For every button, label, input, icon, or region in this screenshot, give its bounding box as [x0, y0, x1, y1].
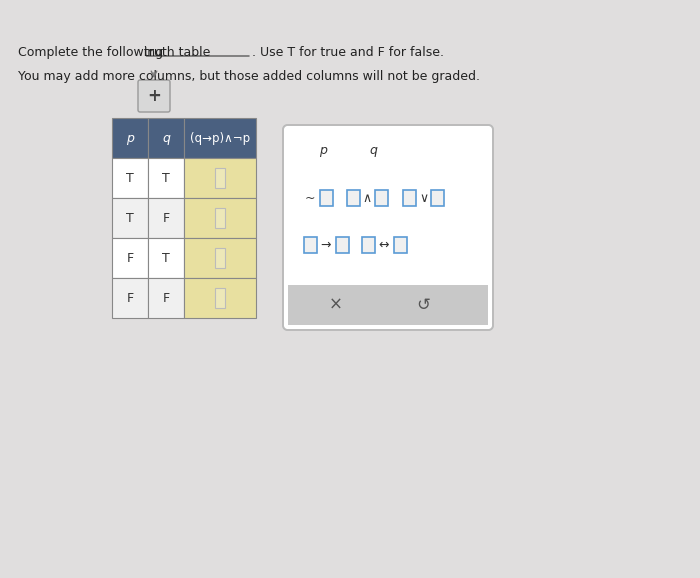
Bar [215, 248, 225, 268]
Text: F: F [127, 291, 134, 305]
Text: Complete the following: Complete the following [18, 46, 167, 59]
Bar [148, 158, 184, 198]
Text: T: T [126, 172, 134, 184]
Text: p: p [319, 143, 327, 157]
Text: ~: ~ [304, 191, 315, 205]
Bar [148, 238, 184, 278]
Bar [215, 208, 225, 228]
Text: ∨: ∨ [419, 191, 428, 205]
Bar [112, 278, 148, 318]
Text: ×: × [329, 296, 343, 314]
Text: F: F [162, 291, 169, 305]
Text: +: + [147, 87, 161, 105]
Bar [215, 288, 225, 308]
Bar [184, 278, 256, 318]
Bar [319, 190, 332, 206]
Text: q: q [369, 143, 377, 157]
Bar [112, 158, 148, 198]
Bar [215, 168, 225, 188]
Bar [112, 198, 148, 238]
Text: ∧: ∧ [363, 191, 372, 205]
Text: ↔: ↔ [379, 239, 389, 251]
Text: (q→p)∧¬p: (q→p)∧¬p [190, 132, 250, 144]
Bar [288, 285, 488, 325]
Text: ↺: ↺ [416, 296, 430, 314]
Bar [335, 237, 349, 253]
Bar [374, 190, 388, 206]
Bar [148, 198, 184, 238]
Bar [346, 190, 360, 206]
Text: . Use T for true and F for false.: . Use T for true and F for false. [252, 46, 444, 59]
Text: →: → [321, 239, 331, 251]
FancyBboxPatch shape [138, 80, 170, 112]
Text: T: T [162, 172, 170, 184]
Bar [393, 237, 407, 253]
Text: truth table: truth table [144, 46, 210, 59]
Text: p: p [126, 132, 134, 144]
Bar [304, 237, 316, 253]
Text: q: q [162, 132, 170, 144]
Bar [361, 237, 374, 253]
Bar [148, 278, 184, 318]
Bar [184, 238, 256, 278]
Text: You may add more columns, but those added columns will not be graded.: You may add more columns, but those adde… [18, 70, 480, 83]
Bar [403, 190, 416, 206]
Bar [112, 238, 148, 278]
Bar [112, 118, 148, 158]
FancyBboxPatch shape [283, 125, 493, 330]
Bar [184, 198, 256, 238]
Text: F: F [162, 212, 169, 224]
Text: T: T [162, 251, 170, 265]
Bar [184, 158, 256, 198]
Bar [431, 190, 444, 206]
Text: F: F [127, 251, 134, 265]
Text: T: T [126, 212, 134, 224]
Bar [148, 118, 184, 158]
Bar [184, 118, 256, 158]
